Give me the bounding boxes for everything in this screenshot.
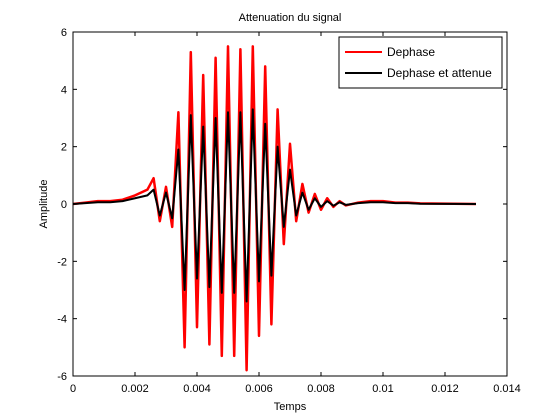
- x-tick-label: 0.012: [431, 383, 459, 395]
- series-line-1: [72, 108, 477, 303]
- legend-label-dephase-attenue: Dephase et attenue: [387, 66, 492, 80]
- y-tick-label: 2: [61, 142, 67, 154]
- y-tick-label: 4: [61, 84, 67, 96]
- x-tick-label: 0.014: [493, 383, 521, 395]
- y-tick-label: 0: [61, 199, 67, 211]
- x-tick-label: 0: [70, 383, 76, 395]
- x-tick-label: 0.006: [245, 383, 273, 395]
- x-axis-label: Temps: [274, 401, 307, 413]
- legend-box: [338, 36, 503, 89]
- legend: Dephase Dephase et attenue: [338, 36, 503, 89]
- legend-label-dephase: Dephase: [387, 45, 435, 59]
- x-tick-label: 0.008: [307, 383, 335, 395]
- x-tick-label: 0.004: [183, 383, 211, 395]
- x-tick-label: 0.01: [372, 383, 393, 395]
- y-tick-label: -6: [57, 371, 67, 383]
- y-axis-label: Amplitude: [38, 180, 50, 229]
- x-tick-label: 0.002: [121, 383, 149, 395]
- chart-title: Attenuation du signal: [239, 12, 342, 24]
- y-tick-label: 6: [61, 27, 67, 39]
- y-tick-label: -2: [57, 256, 67, 268]
- y-axis: -6 -4 -2 0 2 4 6: [57, 27, 507, 383]
- y-tick-label: -4: [57, 314, 67, 326]
- x-axis: 0 0.002 0.004 0.006 0.008 0.01 0.012 0.014: [70, 32, 521, 395]
- series-layer: [72, 45, 477, 372]
